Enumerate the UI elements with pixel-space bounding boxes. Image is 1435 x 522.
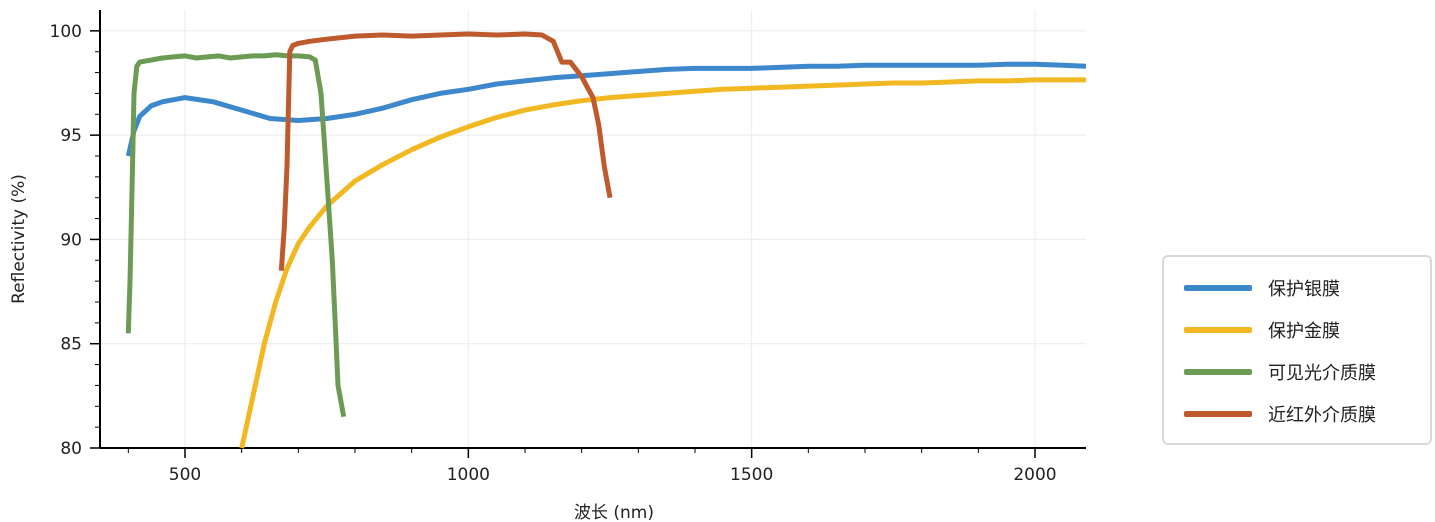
legend-swatch xyxy=(1184,327,1252,333)
ticks: 80 85 90 95 100 500 1000 1500 2000 xyxy=(50,22,1057,485)
x-tick-label: 2000 xyxy=(1013,465,1056,485)
x-tick-label: 1000 xyxy=(447,465,490,485)
x-axis-title: 波长 (nm) xyxy=(574,503,654,522)
y-tick-label: 100 xyxy=(50,22,82,42)
legend-label: 保护金膜 xyxy=(1268,321,1340,342)
series-line-2 xyxy=(125,52,347,418)
series-lines xyxy=(125,31,1087,449)
legend-item-nir-dielectric: 近红外介质膜 xyxy=(1184,399,1376,429)
y-tick-label: 85 xyxy=(60,335,82,355)
series-line-3 xyxy=(278,31,613,271)
series-line-1 xyxy=(239,77,1086,449)
legend-swatch xyxy=(1184,285,1252,291)
legend-item-protected-silver: 保护银膜 xyxy=(1184,273,1340,303)
legend-swatch xyxy=(1184,369,1252,375)
x-tick-label: 1500 xyxy=(730,465,773,485)
y-tick-label: 95 xyxy=(60,126,82,146)
legend-label: 保护银膜 xyxy=(1268,279,1340,300)
y-axis-title: Reflectivity (%) xyxy=(9,174,29,304)
legend-swatch xyxy=(1184,411,1252,417)
legend: 保护银膜 保护金膜 可见光介质膜 近红外介质膜 xyxy=(1162,255,1432,445)
legend-item-protected-gold: 保护金膜 xyxy=(1184,315,1340,345)
legend-label: 近红外介质膜 xyxy=(1268,405,1376,426)
y-tick-label: 80 xyxy=(60,439,82,459)
y-tick-label: 90 xyxy=(60,230,82,250)
series-line-0 xyxy=(125,61,1087,157)
legend-item-visible-dielectric: 可见光介质膜 xyxy=(1184,357,1376,387)
x-tick-label: 500 xyxy=(169,465,201,485)
legend-label: 可见光介质膜 xyxy=(1268,363,1376,384)
